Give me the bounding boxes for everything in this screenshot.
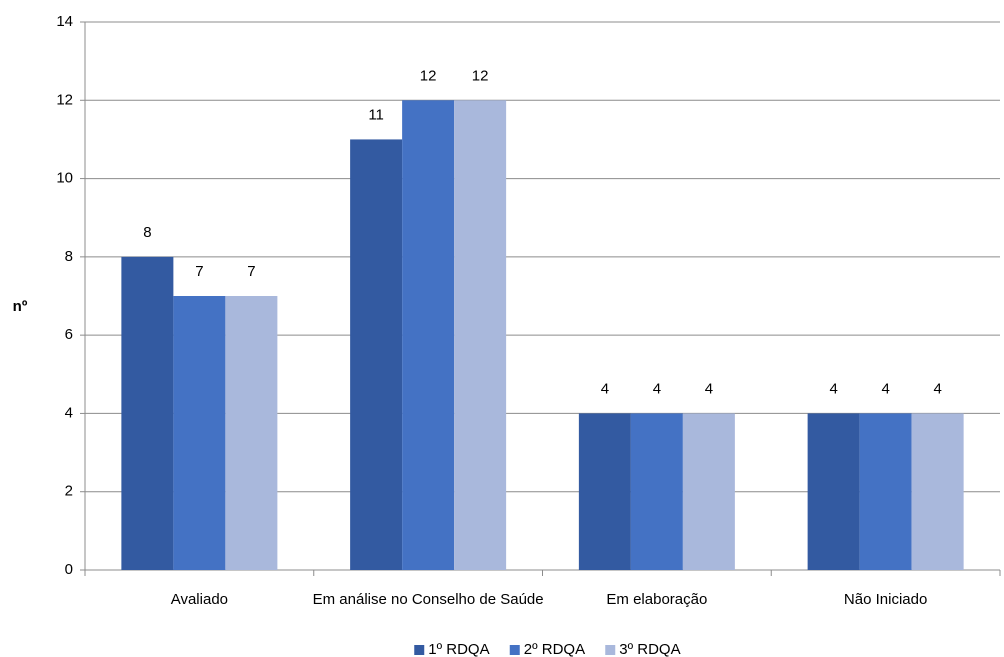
legend-label: 2º RDQA	[524, 641, 585, 657]
bar	[630, 413, 683, 570]
y-tick-label: 10	[56, 170, 73, 187]
bar	[173, 296, 226, 570]
bar	[350, 139, 403, 570]
legend-swatch	[414, 645, 425, 655]
value-label: 12	[420, 67, 437, 84]
value-label: 11	[368, 106, 384, 123]
bar	[807, 413, 860, 570]
y-tick-label: 2	[65, 483, 73, 500]
value-label: 8	[143, 224, 151, 241]
value-label: 7	[247, 263, 255, 280]
y-tick-label: 8	[65, 248, 73, 265]
bar	[402, 100, 455, 571]
y-tick-label: 6	[65, 326, 73, 343]
y-tick-label: 12	[56, 91, 73, 108]
x-tick-label: Avaliado	[170, 591, 229, 608]
value-label: 4	[601, 380, 609, 397]
legend-swatch	[605, 645, 616, 655]
bar	[454, 100, 507, 571]
value-label: 4	[881, 380, 889, 397]
value-label: 4	[933, 380, 941, 397]
value-label: 12	[472, 67, 489, 84]
value-label: 4	[653, 380, 661, 397]
value-label: 4	[829, 380, 837, 397]
y-tick-label: 14	[56, 13, 73, 30]
x-tick-label: Não Iniciado	[843, 591, 928, 608]
y-tick-label: 4	[65, 404, 73, 421]
bar	[578, 413, 631, 570]
bar	[225, 296, 278, 570]
legend-swatch	[509, 645, 520, 655]
y-axis-label: nº	[13, 298, 28, 315]
value-label: 4	[705, 380, 713, 397]
bar	[682, 413, 735, 570]
bar	[121, 256, 174, 570]
value-label: 7	[195, 263, 203, 280]
x-tick-label: Em análise no Conselho de Saúde	[312, 591, 544, 608]
y-tick-label: 0	[65, 561, 73, 578]
x-tick-label: Em elaboração	[606, 591, 708, 608]
legend-label: 1º RDQA	[428, 641, 489, 657]
bar	[911, 413, 964, 570]
legend-label: 3º RDQA	[619, 641, 680, 657]
bar	[859, 413, 912, 570]
